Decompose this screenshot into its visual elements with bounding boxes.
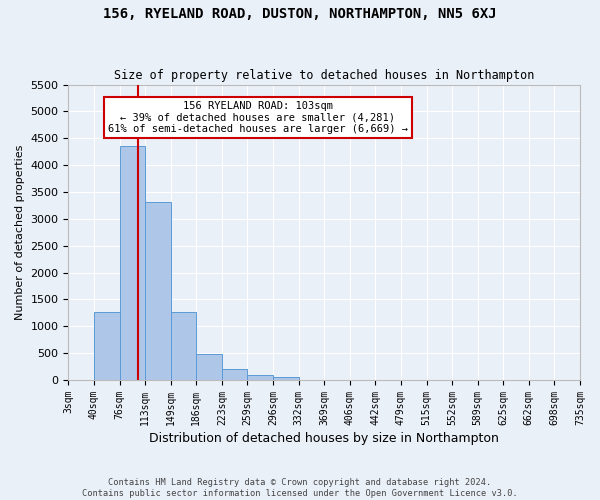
X-axis label: Distribution of detached houses by size in Northampton: Distribution of detached houses by size … (149, 432, 499, 445)
Bar (145, 202, 171, 380)
Text: 156, RYELAND ROAD, DUSTON, NORTHAMPTON, NN5 6XJ: 156, RYELAND ROAD, DUSTON, NORTHAMPTON, … (103, 8, 497, 22)
Bar (119, 146, 145, 380)
Bar (247, 375, 273, 380)
Bar (273, 377, 299, 380)
Bar (171, 312, 196, 380)
Bar (94, 312, 119, 380)
Title: Size of property relative to detached houses in Northampton: Size of property relative to detached ho… (114, 69, 535, 82)
Text: 156 RYELAND ROAD: 103sqm
← 39% of detached houses are smaller (4,281)
61% of sem: 156 RYELAND ROAD: 103sqm ← 39% of detach… (107, 101, 407, 134)
Text: Contains HM Land Registry data © Crown copyright and database right 2024.
Contai: Contains HM Land Registry data © Crown c… (82, 478, 518, 498)
Bar (222, 368, 247, 380)
Y-axis label: Number of detached properties: Number of detached properties (15, 144, 25, 320)
Bar (196, 354, 222, 380)
